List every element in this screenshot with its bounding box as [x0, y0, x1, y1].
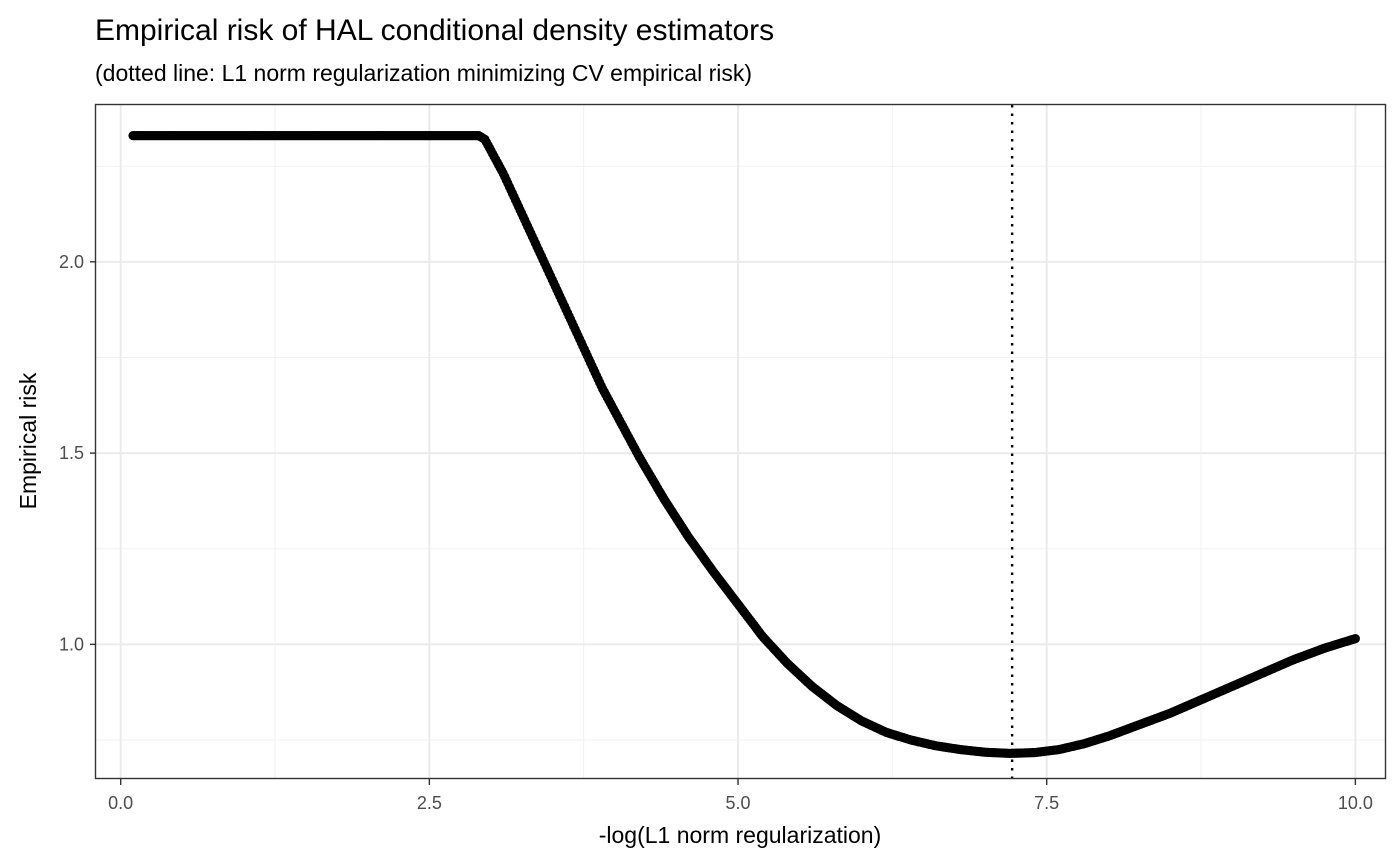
chart-title: Empirical risk of HAL conditional densit… — [95, 14, 774, 47]
panel-border — [94, 103, 1387, 780]
y-tick-label: 2.0 — [59, 252, 84, 272]
axis-ticks: 0.0 2.5 5.0 7.5 10.0 1.0 1.5 2.0 — [59, 252, 1373, 813]
x-tick-label: 0.0 — [108, 793, 133, 813]
chart-subtitle: (dotted line: L1 norm regularization min… — [95, 60, 752, 86]
data-points — [128, 131, 1360, 758]
grid — [96, 105, 1385, 779]
x-tick-label: 7.5 — [1034, 793, 1059, 813]
x-tick-label: 10.0 — [1338, 793, 1373, 813]
x-axis-title: -log(L1 norm regularization) — [599, 822, 882, 848]
data-point — [1350, 634, 1360, 644]
y-tick-label: 1.0 — [59, 634, 84, 654]
x-tick-label: 2.5 — [417, 793, 442, 813]
y-axis-title: Empirical risk — [15, 372, 41, 509]
x-tick-label: 5.0 — [726, 793, 751, 813]
y-tick-label: 1.5 — [59, 443, 84, 463]
